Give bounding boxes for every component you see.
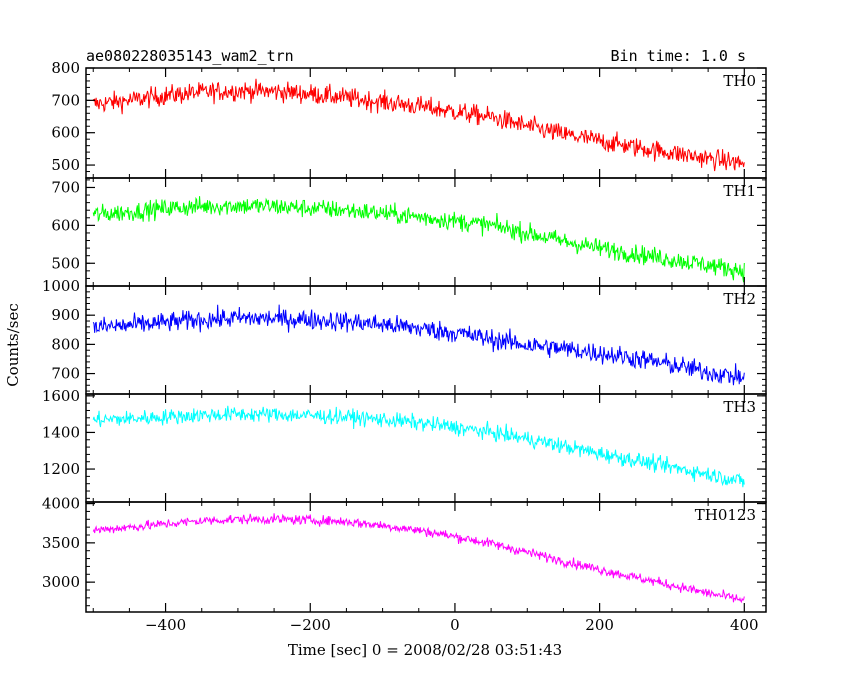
y-tick-label: 3000 — [42, 573, 80, 591]
y-tick-label: 500 — [51, 254, 80, 272]
panel-th3: 1200 1400 1600 TH3 — [42, 387, 767, 503]
y-tick-label: 500 — [51, 156, 80, 174]
panel-th2: 700 800 900 1000 TH2 — [42, 277, 767, 395]
y-tick-label: 900 — [51, 306, 80, 324]
y-tick-label: 600 — [51, 124, 80, 142]
x-tick-label: −400 — [145, 616, 186, 634]
y-tick-label: 3500 — [42, 534, 80, 552]
panel-name-label: TH3 — [723, 398, 756, 416]
y-tick-label: 800 — [51, 335, 80, 353]
series-th0123-line — [92, 513, 745, 604]
panel-frame — [85, 285, 767, 395]
panel-frame — [85, 177, 767, 287]
panels-group: 500 600 700 800 TH0 500 600 700 TH1 700 800 900 1000… — [42, 59, 767, 634]
y-tick-label: 700 — [51, 365, 80, 383]
y-axis-label: Counts/sec — [4, 303, 22, 387]
series-th1-line — [92, 196, 745, 283]
y-tick-label: 1600 — [42, 387, 80, 405]
y-tick-label: 700 — [51, 91, 80, 109]
panel-name-label: TH2 — [723, 290, 756, 308]
panel-th0: 500 600 700 800 TH0 — [51, 59, 767, 179]
series-th0-line — [92, 78, 745, 172]
y-tick-label: 4000 — [42, 495, 80, 513]
y-tick-label: 1400 — [42, 423, 80, 441]
x-tick-label: 400 — [730, 616, 759, 634]
panel-frame — [85, 501, 767, 613]
y-tick-label: 800 — [51, 59, 80, 77]
y-tick-label: 1200 — [42, 460, 80, 478]
panel-frame — [85, 393, 767, 503]
x-tick-label: 0 — [450, 616, 460, 634]
chart-title: ae080228035143_wam2_trn — [86, 47, 294, 65]
x-axis-label: Time [sec] 0 = 2008/02/28 03:51:43 — [288, 641, 562, 659]
series-th3-line — [92, 405, 745, 488]
panel-frame — [85, 67, 767, 179]
y-tick-label: 600 — [51, 216, 80, 234]
y-tick-label: 1000 — [42, 277, 80, 295]
panel-name-label: TH1 — [723, 182, 756, 200]
bin-time-label: Bin time: 1.0 s — [611, 47, 746, 65]
panel-th0123: 3000 3500 4000 TH0123 — [42, 495, 767, 613]
x-tick-label: −200 — [290, 616, 331, 634]
series-th2-line — [92, 304, 745, 386]
panel-name-label: TH0 — [723, 72, 756, 90]
panel-th1: 500 600 700 TH1 — [51, 177, 767, 287]
panel-name-label: TH0123 — [695, 506, 756, 524]
x-tick-label: 200 — [585, 616, 614, 634]
y-tick-label: 700 — [51, 178, 80, 196]
